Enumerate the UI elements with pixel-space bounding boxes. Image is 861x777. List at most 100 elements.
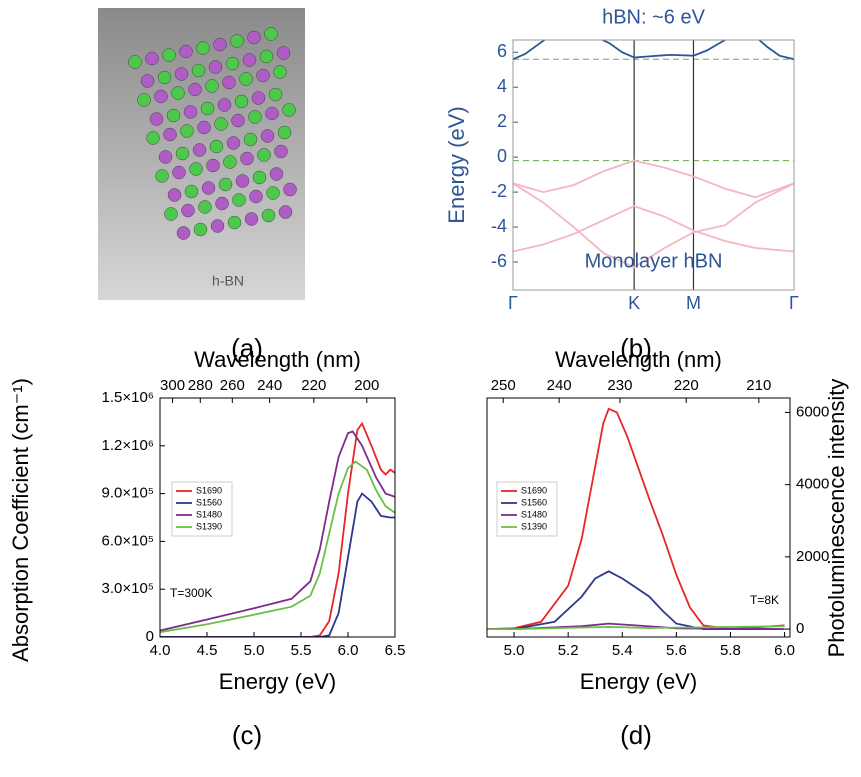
atom bbox=[194, 223, 207, 236]
x-tick-label: K bbox=[628, 293, 640, 313]
atom bbox=[223, 76, 236, 89]
legend-label: S1480 bbox=[521, 509, 547, 519]
x-tick-label: Γ bbox=[508, 293, 518, 313]
atom bbox=[207, 159, 220, 172]
atom bbox=[176, 147, 189, 160]
atom bbox=[158, 71, 171, 84]
atom bbox=[215, 118, 228, 131]
atom bbox=[258, 149, 271, 162]
x-tick-label: M bbox=[686, 293, 701, 313]
x2-axis-label: Wavelength (nm) bbox=[194, 347, 361, 372]
x-tick-label: 6.0 bbox=[338, 642, 359, 659]
annotation: T=8K bbox=[750, 593, 779, 607]
atom bbox=[129, 56, 142, 69]
atom bbox=[283, 104, 296, 117]
atom bbox=[163, 49, 176, 62]
x2-tick-label: 260 bbox=[220, 377, 245, 394]
atom bbox=[150, 113, 163, 126]
atom bbox=[224, 156, 237, 169]
atom bbox=[201, 102, 214, 115]
atom bbox=[180, 45, 193, 58]
atom bbox=[184, 106, 197, 119]
x-tick-label: Γ bbox=[789, 293, 799, 313]
atom bbox=[231, 35, 244, 48]
atom bbox=[216, 197, 229, 210]
x-tick-label: 5.8 bbox=[720, 642, 741, 659]
legend-label: S1480 bbox=[196, 509, 222, 519]
y-tick-label: -4 bbox=[491, 216, 507, 236]
atom bbox=[227, 137, 240, 150]
atom bbox=[181, 125, 194, 138]
y-tick-label: 0 bbox=[497, 146, 507, 166]
atom bbox=[177, 227, 190, 240]
atom bbox=[232, 114, 245, 127]
data-line bbox=[487, 571, 785, 629]
atom bbox=[265, 28, 278, 41]
x-tick-label: 5.5 bbox=[291, 642, 312, 659]
atom bbox=[243, 54, 256, 67]
x2-tick-label: 280 bbox=[188, 377, 213, 394]
x2-tick-label: 210 bbox=[746, 377, 771, 394]
data-line bbox=[513, 161, 794, 198]
x-tick-label: 6.5 bbox=[385, 642, 406, 659]
atom bbox=[175, 68, 188, 81]
atom bbox=[267, 187, 280, 200]
atom bbox=[193, 144, 206, 157]
y-tick-label: 6 bbox=[497, 41, 507, 61]
atom bbox=[269, 88, 282, 101]
atom bbox=[192, 64, 205, 77]
atom bbox=[274, 66, 287, 79]
y-tick-label: 4 bbox=[497, 76, 507, 96]
x2-tick-label: 240 bbox=[547, 377, 572, 394]
y-tick-label: 9.0×10⁵ bbox=[101, 485, 154, 502]
x2-tick-label: 250 bbox=[491, 377, 516, 394]
atom bbox=[228, 216, 241, 229]
atom bbox=[138, 94, 151, 107]
atom bbox=[266, 107, 279, 120]
x-tick-label: 5.6 bbox=[666, 642, 687, 659]
y-tick-label: 0 bbox=[796, 620, 804, 637]
figure: h-BN (a) 6420-2-4-6ΓKMΓhBN: ~6 eVEnergy … bbox=[0, 0, 861, 777]
atom bbox=[219, 178, 232, 191]
x-tick-label: 5.4 bbox=[612, 642, 633, 659]
legend-label: S1390 bbox=[521, 521, 547, 531]
atom bbox=[236, 175, 249, 188]
atom bbox=[185, 185, 198, 198]
image-caption: h-BN bbox=[212, 273, 244, 289]
atom bbox=[168, 189, 181, 202]
legend-label: S1560 bbox=[196, 497, 222, 507]
x2-tick-label: 230 bbox=[607, 377, 632, 394]
atom bbox=[198, 121, 211, 134]
atom bbox=[262, 209, 275, 222]
atom bbox=[173, 166, 186, 179]
atom bbox=[284, 183, 297, 196]
atom bbox=[190, 163, 203, 176]
panel-label: (c) bbox=[232, 720, 262, 750]
atom bbox=[210, 140, 223, 153]
atom bbox=[159, 151, 172, 164]
atom bbox=[253, 171, 266, 184]
atom bbox=[155, 90, 168, 103]
atom bbox=[156, 170, 169, 183]
x-tick-label: 4.0 bbox=[150, 642, 171, 659]
x2-tick-label: 220 bbox=[674, 377, 699, 394]
atom bbox=[235, 95, 248, 108]
legend-label: S1690 bbox=[521, 485, 547, 495]
y-axis-label: Absorption Coefficient (cm⁻¹) bbox=[8, 378, 33, 662]
x-tick-label: 5.0 bbox=[244, 642, 265, 659]
atom bbox=[146, 52, 159, 65]
x-axis-label: Energy (eV) bbox=[219, 669, 336, 694]
legend-label: S1390 bbox=[196, 521, 222, 531]
atom bbox=[233, 194, 246, 207]
x-tick-label: 4.5 bbox=[197, 642, 218, 659]
atom bbox=[165, 208, 178, 221]
x-tick-label: 5.2 bbox=[558, 642, 579, 659]
atom bbox=[257, 69, 270, 82]
legend-label: S1690 bbox=[196, 485, 222, 495]
x-axis-label: Energy (eV) bbox=[580, 669, 697, 694]
atom bbox=[202, 182, 215, 195]
x-tick-label: 6.0 bbox=[774, 642, 795, 659]
atom bbox=[214, 38, 227, 51]
atom bbox=[252, 92, 265, 105]
atom bbox=[164, 128, 177, 141]
